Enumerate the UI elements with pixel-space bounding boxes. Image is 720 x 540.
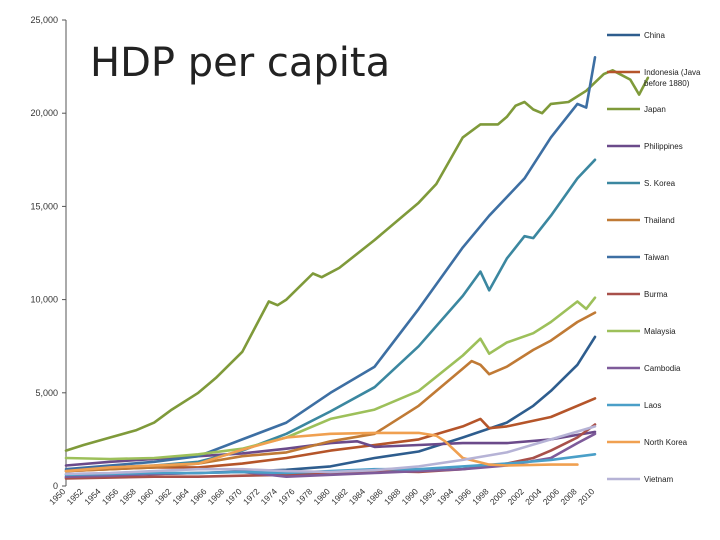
y-tick-label: 15,000 xyxy=(30,201,58,211)
legend-label-s: S. Korea xyxy=(644,179,676,188)
series-line-japan xyxy=(64,69,650,452)
legend-label-vietnam: Vietnam xyxy=(644,475,674,484)
chart-title: HDP per capita xyxy=(90,40,390,86)
series-line-s xyxy=(64,158,597,473)
legend-label-cambodia: Cambodia xyxy=(644,364,681,373)
y-tick-label: 10,000 xyxy=(30,295,58,305)
series-line-malaysia xyxy=(64,296,597,461)
legend-label-laos: Laos xyxy=(644,401,661,410)
y-tick-label: 25,000 xyxy=(30,15,58,25)
legend-label-philippines: Philippines xyxy=(644,142,683,151)
series-line-taiwan xyxy=(64,56,597,471)
legend-label-thailand: Thailand xyxy=(644,216,675,225)
legend-label-malaysia: Malaysia xyxy=(644,327,676,336)
legend-label-china: China xyxy=(644,31,665,40)
series-lines xyxy=(64,56,650,480)
legend: China Indonesia (Java before 1880) Japan Phi… xyxy=(607,31,701,484)
y-tick-label: 0 xyxy=(53,481,58,491)
legend-label-north: North Korea xyxy=(644,438,688,447)
y-tick-label: 20,000 xyxy=(30,108,58,118)
series-line-vietnam xyxy=(64,425,597,476)
y-tick-label: 5,000 xyxy=(35,388,58,398)
legend-label-taiwan: Taiwan xyxy=(644,253,669,262)
legend-label-japan: Japan xyxy=(644,105,666,114)
legend-label-burma: Burma xyxy=(644,290,668,299)
y-axis-ticks: 0 5,000 10,000 15,000 20,000 25,000 xyxy=(30,15,66,491)
series-line-north xyxy=(64,431,579,473)
legend-label-indonesia: Indonesia (Java before 1880) xyxy=(644,68,701,88)
